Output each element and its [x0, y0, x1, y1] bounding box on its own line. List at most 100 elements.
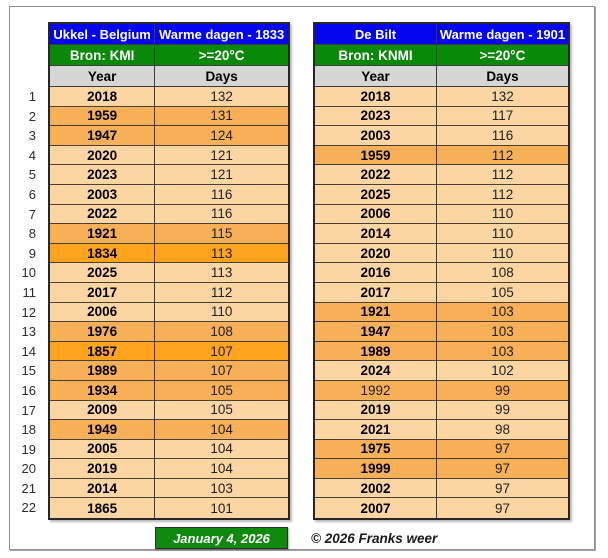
table-row: 2006 110: [315, 204, 568, 225]
table-row: 1959 112: [315, 145, 568, 166]
metric-title: Warme dagen - 1833: [158, 26, 285, 42]
rank-label: 2: [28, 108, 36, 124]
year-cell: 2018: [50, 87, 156, 106]
year-cell: 2014: [315, 224, 437, 243]
year-cell: 2020: [315, 243, 437, 263]
year-cell: 2006: [315, 204, 437, 224]
rank-column: 1 2 3 4 5 6 7 8 9 10 11 12 13 14 15 16 17 18 19 20 21 22: [10, 87, 36, 518]
table-row: 2003 116: [50, 184, 288, 205]
days-cell: 103: [491, 343, 514, 359]
table-row: 1865 101: [50, 498, 288, 519]
days-cell: 104: [210, 421, 233, 437]
year-cell: 2022: [50, 204, 156, 224]
rank-label: 14: [21, 343, 36, 359]
days-cell: 116: [491, 127, 514, 143]
year-cell: 1999: [315, 459, 437, 478]
column-header-row: Year Days: [50, 66, 288, 87]
table-row: 2003 116: [315, 126, 568, 146]
table-row: 1989 103: [315, 341, 568, 362]
days-cell: 105: [210, 402, 233, 418]
rank-label: 13: [21, 324, 36, 340]
year-cell: 2005: [50, 439, 156, 459]
days-cell: 107: [210, 363, 233, 379]
days-cell: 108: [210, 323, 233, 339]
table-row: 2017 105: [315, 282, 568, 303]
days-column-header: Days: [486, 68, 519, 84]
days-cell: 105: [491, 284, 514, 300]
outer-frame: [9, 6, 595, 550]
threshold-label: >=20°C: [198, 47, 245, 63]
year-cell: 2020: [50, 145, 156, 165]
days-cell: 115: [210, 225, 233, 241]
days-cell: 116: [210, 206, 233, 222]
table-row: 2007 97: [315, 498, 568, 519]
year-cell: 2022: [315, 165, 437, 184]
year-cell: 1949: [50, 420, 156, 439]
table-row: 1857 107: [50, 341, 288, 362]
year-cell: 1865: [50, 498, 156, 519]
days-cell: 113: [210, 265, 233, 281]
source-label: Bron: KMI: [50, 45, 156, 65]
table-row: 2025 112: [315, 184, 568, 205]
year-cell: 1934: [50, 380, 156, 400]
year-cell: 2009: [50, 400, 156, 420]
days-cell: 104: [210, 441, 233, 457]
year-cell: 2017: [50, 282, 156, 302]
table-row: 2019 99: [315, 400, 568, 421]
table-row: 1947 103: [315, 322, 568, 342]
days-cell: 103: [210, 480, 233, 496]
table-row: 2020 121: [50, 145, 288, 166]
year-cell: 2021: [315, 420, 437, 439]
year-cell: 1857: [50, 341, 156, 361]
rank-label: 3: [28, 128, 36, 144]
days-column-header: Days: [205, 68, 238, 84]
year-cell: 2002: [315, 478, 437, 498]
table-row: 2022 112: [315, 165, 568, 185]
year-cell: 2017: [315, 282, 437, 302]
year-cell: 1947: [315, 322, 437, 341]
days-cell: 112: [491, 147, 514, 163]
table-row: 1976 108: [50, 322, 288, 342]
rank-label: 11: [22, 284, 37, 300]
year-cell: 1975: [315, 439, 437, 459]
days-cell: 99: [494, 382, 510, 398]
year-cell: 2018: [315, 87, 437, 106]
table-row: 2023 121: [50, 165, 288, 185]
days-cell: 132: [491, 88, 514, 104]
year-cell: 1992: [315, 380, 437, 400]
rank-label: 20: [21, 461, 36, 477]
days-cell: 110: [210, 304, 233, 320]
table-title-row: Ukkel - Belgium Warme dagen - 1833: [50, 24, 288, 45]
days-cell: 110: [491, 245, 514, 261]
days-cell: 110: [491, 206, 514, 222]
table-source-row: Bron: KNMI >=20°C: [315, 45, 568, 66]
days-cell: 108: [491, 265, 514, 281]
year-cell: 2007: [315, 498, 437, 519]
days-cell: 121: [210, 167, 233, 183]
table-body: 2018 132 1959 131 1947 124 2020 121 2023 121 2003 1…: [50, 87, 288, 519]
rank-label: 18: [21, 422, 36, 438]
days-cell: 98: [494, 421, 510, 437]
days-cell: 97: [494, 480, 510, 496]
rank-label: 4: [28, 147, 36, 163]
year-cell: 2003: [315, 126, 437, 145]
days-cell: 99: [494, 402, 510, 418]
year-cell: 2025: [315, 184, 437, 204]
table-row: 1999 97: [315, 459, 568, 479]
table-row: 1934 105: [50, 380, 288, 401]
year-cell: 1976: [50, 322, 156, 341]
year-column-header: Year: [315, 66, 437, 86]
rank-label: 6: [28, 186, 36, 202]
year-cell: 2006: [50, 302, 156, 322]
table-row: 1949 104: [50, 420, 288, 440]
warm-days-table-de-bilt: De Bilt Warme dagen - 1901 Bron: KNMI >=…: [313, 22, 570, 521]
table-row: 2019 104: [50, 459, 288, 479]
days-cell: 105: [210, 382, 233, 398]
days-cell: 101: [210, 500, 233, 516]
days-cell: 117: [491, 108, 514, 124]
year-cell: 2014: [50, 478, 156, 498]
table-body: 2018 132 2023 117 2003 116 1959 112 2022 112 2025 1…: [315, 87, 568, 519]
rank-label: 17: [21, 402, 36, 418]
table-row: 2006 110: [50, 302, 288, 323]
